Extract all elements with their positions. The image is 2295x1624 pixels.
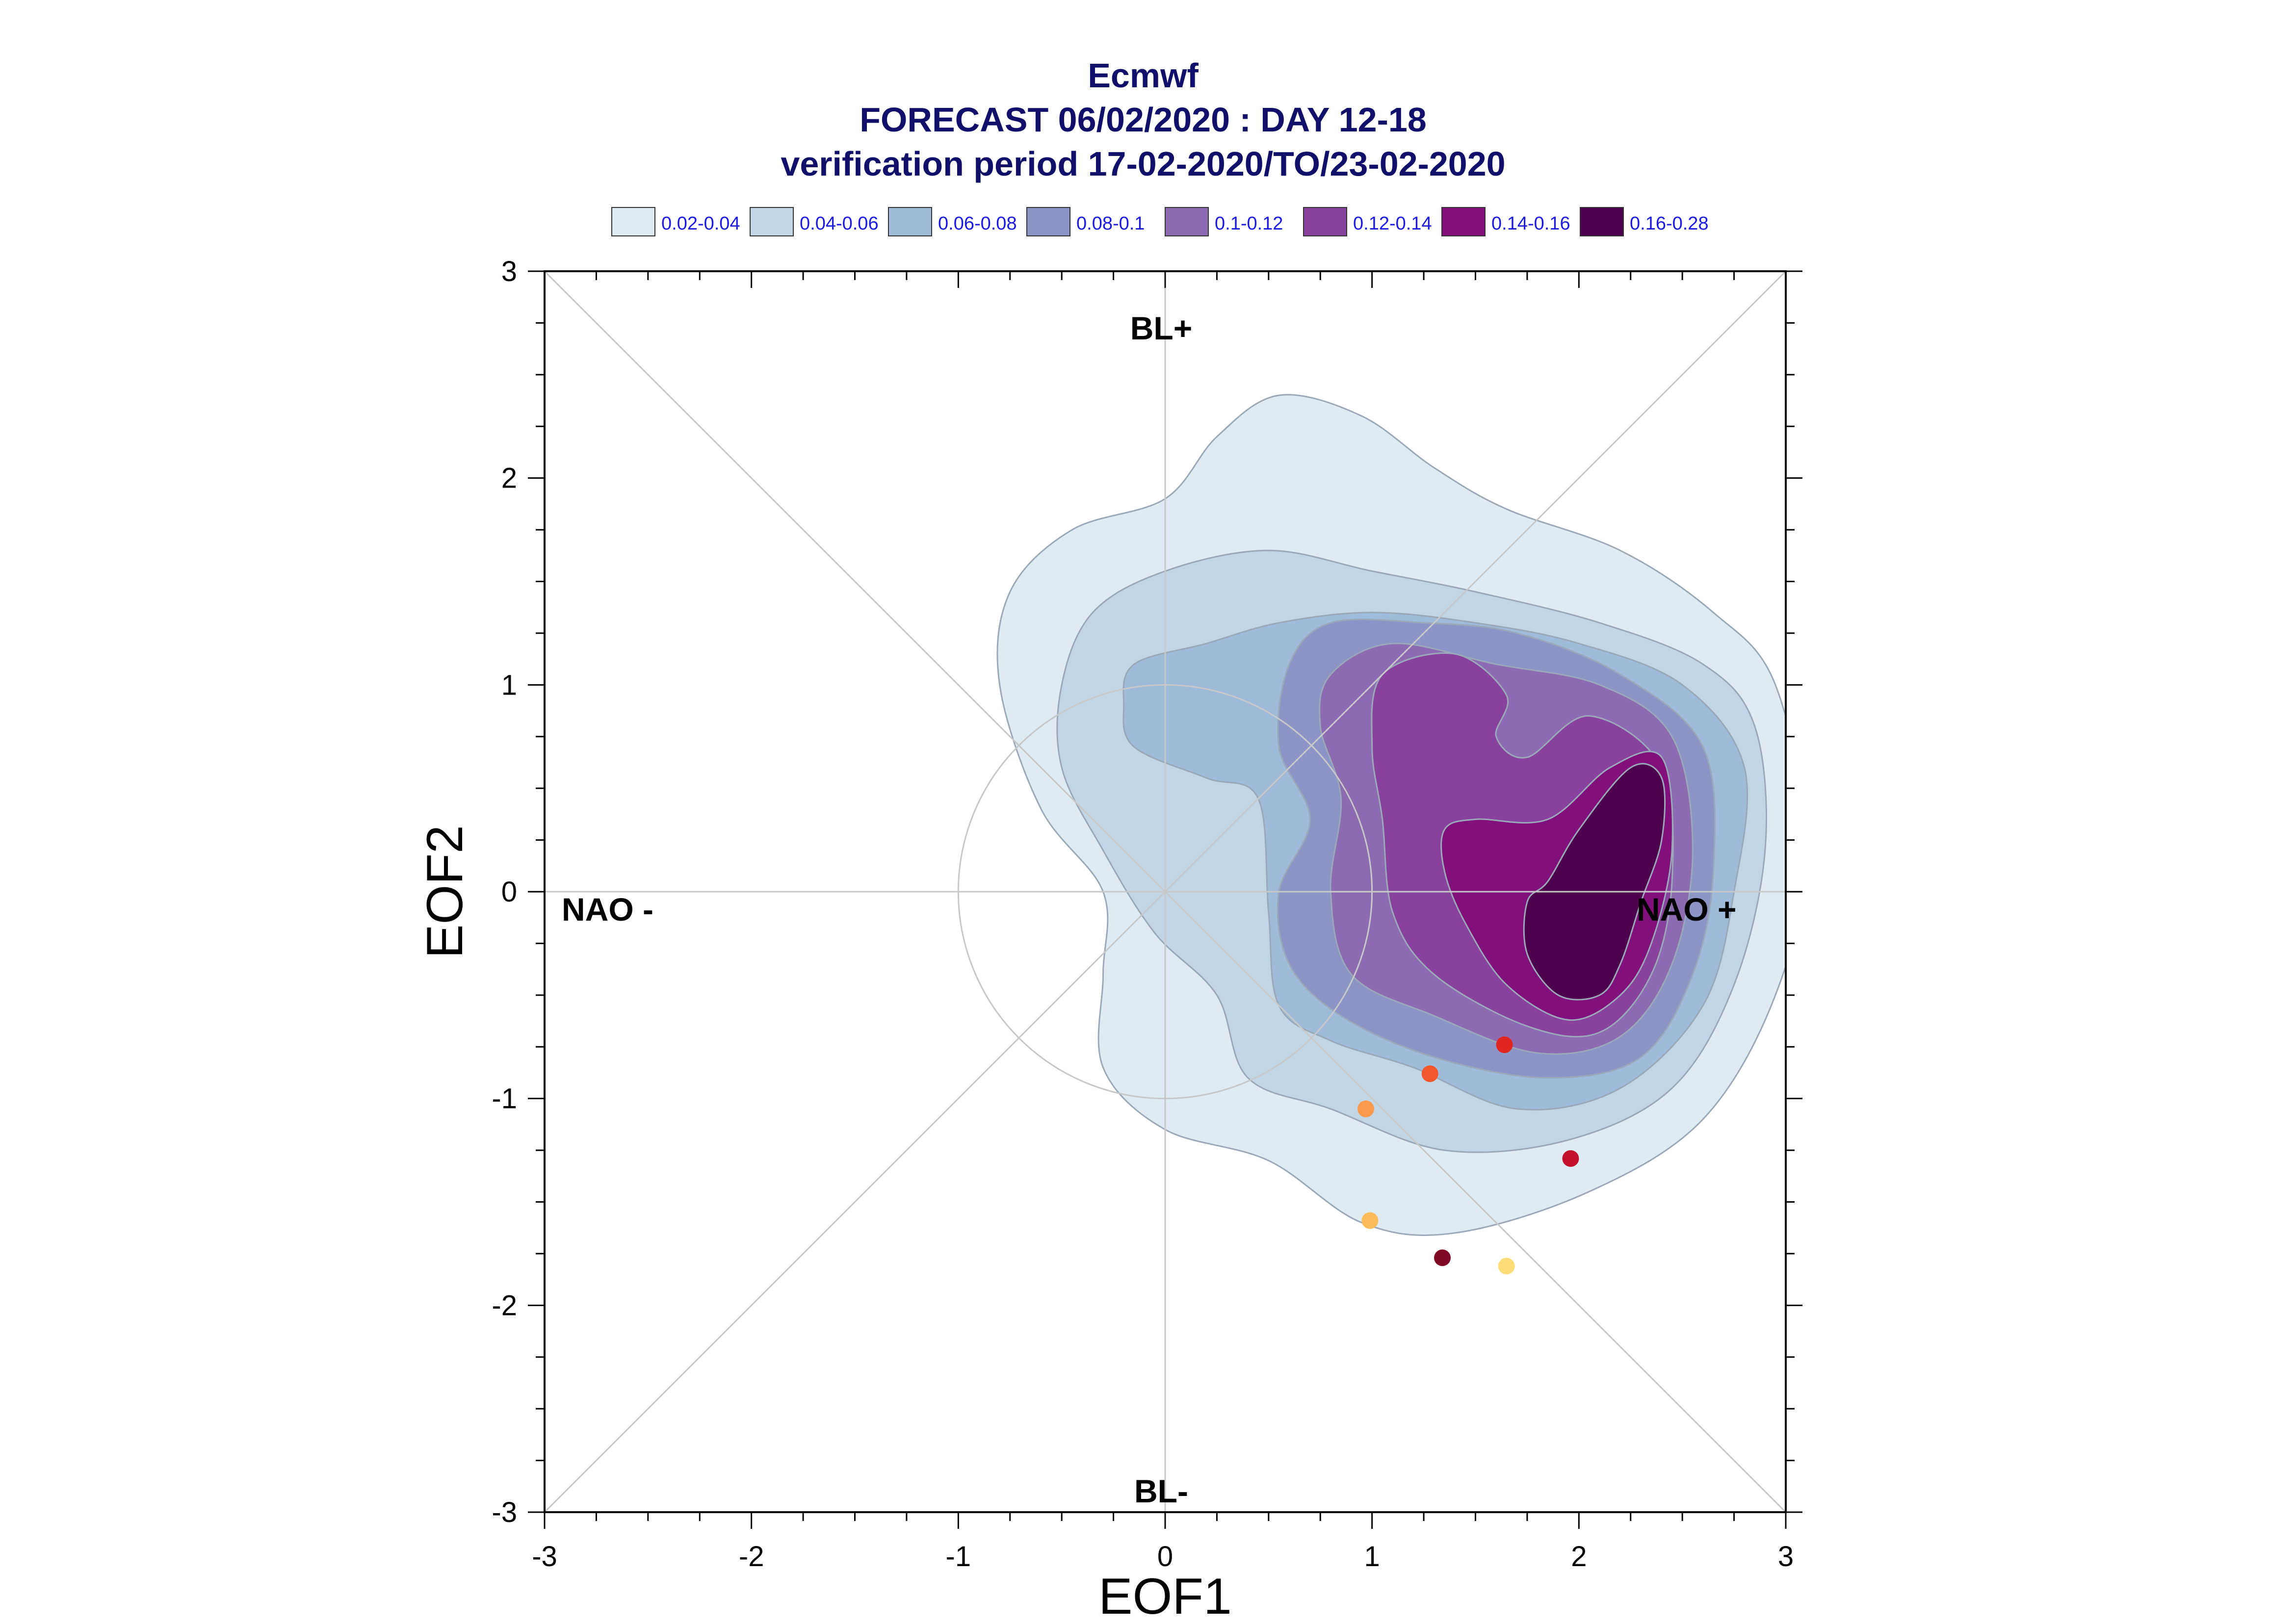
ensemble-point-2: [1421, 1065, 1438, 1083]
ensemble-point-4: [1562, 1150, 1579, 1167]
chart-title: Ecmwf FORECAST 06/02/2020 : DAY 12-18 ve…: [781, 56, 1505, 183]
region-label-nao-minus: NAO -: [562, 891, 653, 928]
y-tick-label: 3: [501, 256, 517, 287]
legend-label: 0.16-0.28: [1630, 213, 1709, 234]
y-tick-label: -3: [492, 1496, 517, 1528]
ensemble-point-5: [1361, 1212, 1379, 1229]
title-line-2: FORECAST 06/02/2020 : DAY 12-18: [860, 101, 1427, 139]
y-tick-label: 1: [501, 669, 517, 701]
y-tick-label: -1: [492, 1083, 517, 1115]
region-label-bl-plus: BL+: [1130, 310, 1193, 346]
legend-swatch: [888, 207, 932, 236]
legend-label: 0.1-0.12: [1215, 213, 1283, 234]
legend-swatch: [1441, 207, 1486, 236]
region-label-nao-plus: NAO +: [1637, 891, 1737, 928]
y-tick-label: -2: [492, 1289, 517, 1321]
legend-swatch: [750, 207, 794, 236]
legend-label: 0.12-0.14: [1353, 213, 1432, 234]
x-tick-label: -1: [946, 1541, 971, 1572]
title-line-1: Ecmwf: [1088, 56, 1199, 95]
y-axis-title: EOF2: [417, 825, 473, 958]
x-tick-label: 2: [1571, 1541, 1587, 1572]
legend-swatch: [1303, 207, 1347, 236]
x-axis-title: EOF1: [1098, 1568, 1232, 1624]
legend-label: 0.02-0.04: [661, 213, 740, 234]
ensemble-point-1: [1496, 1036, 1513, 1054]
unit-circle: [957, 684, 1373, 1100]
ensemble-point-3: [1357, 1100, 1375, 1117]
legend-swatch: [611, 207, 655, 236]
title-line-3: verification period 17-02-2020/TO/23-02-…: [781, 145, 1505, 183]
axes: -3 -2 -1 0 1 2 3 3 2 1 0 -1 -2 -3: [492, 256, 1802, 1572]
x-tick-label: 0: [1157, 1541, 1173, 1572]
legend-swatch: [1580, 207, 1624, 236]
ensemble-point-7: [1498, 1258, 1515, 1275]
x-tick-label: -2: [739, 1541, 764, 1572]
density-level-8: [1523, 763, 1666, 1001]
legend-swatch: [1026, 207, 1070, 236]
ensemble-point-6: [1434, 1249, 1451, 1266]
legend-swatch: [1165, 207, 1209, 236]
density-contours: [996, 394, 1786, 1237]
legend: 0.02-0.04 0.04-0.06 0.06-0.08 0.08-0.1 0.1-0…: [611, 207, 1709, 236]
x-tick-label: 1: [1364, 1541, 1380, 1572]
guide-lines: [545, 271, 1786, 1512]
legend-label: 0.14-0.16: [1491, 213, 1570, 234]
plot-area: [545, 271, 1786, 1512]
y-tick-label: 2: [501, 463, 517, 494]
legend-label: 0.06-0.08: [938, 213, 1017, 234]
legend-label: 0.04-0.06: [800, 213, 879, 234]
region-label-bl-minus: BL-: [1134, 1473, 1188, 1509]
y-tick-label: 0: [501, 876, 517, 908]
legend-label: 0.08-0.1: [1076, 213, 1145, 234]
ensemble-points: [1357, 1036, 1579, 1275]
x-tick-label: 3: [1778, 1541, 1794, 1572]
x-tick-label: -3: [532, 1541, 557, 1572]
